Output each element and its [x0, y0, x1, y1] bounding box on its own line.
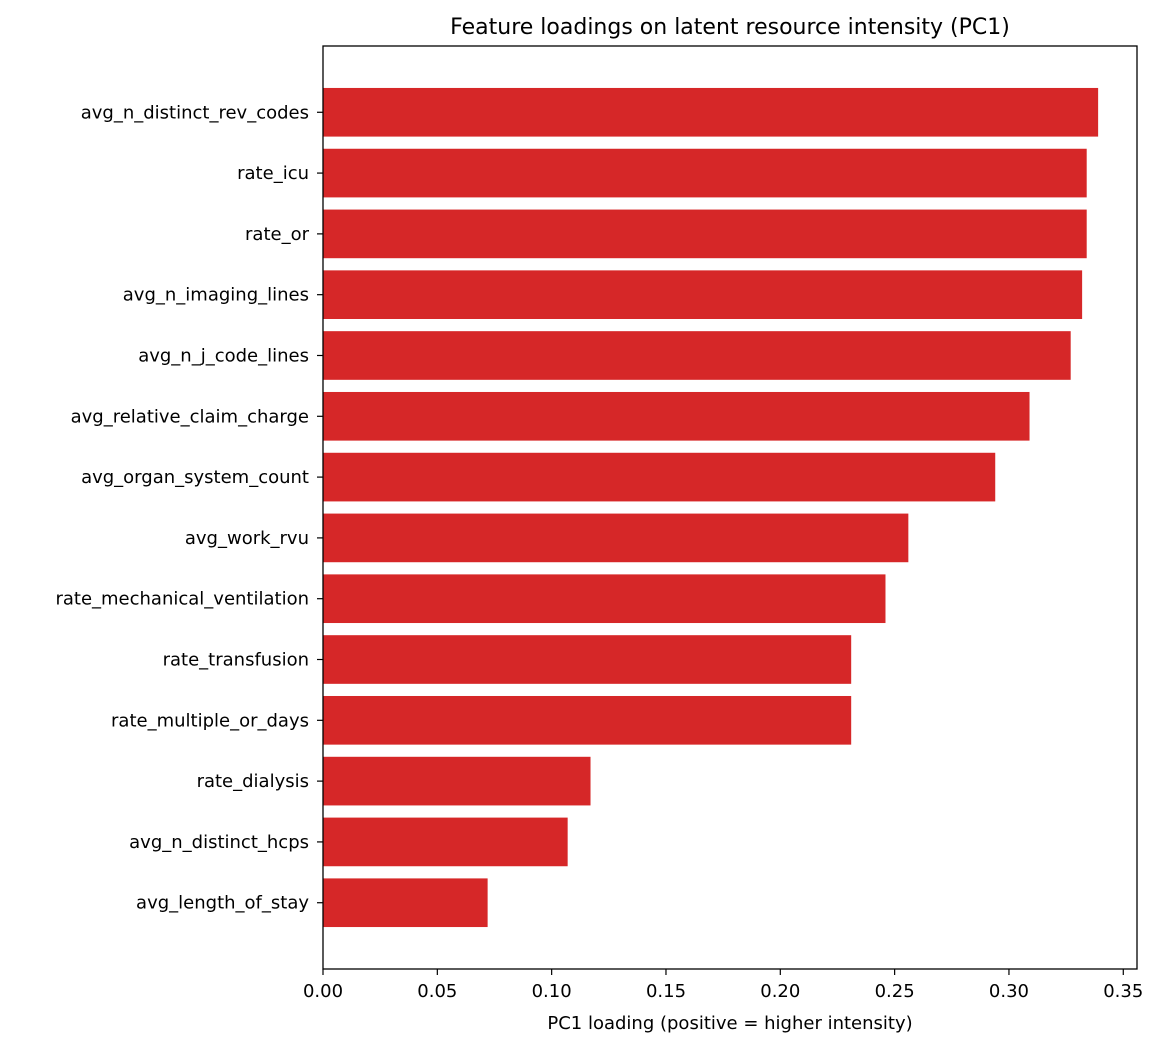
x-tick-label: 0.25	[875, 981, 915, 1002]
y-tick-label: rate_icu	[237, 163, 309, 184]
x-tick-label: 0.30	[989, 981, 1029, 1002]
x-tick-label: 0.05	[417, 981, 457, 1002]
bar	[323, 452, 996, 502]
y-tick-label: avg_length_of_stay	[136, 893, 309, 914]
x-tick-label: 0.00	[303, 981, 343, 1002]
chart-title: Feature loadings on latent resource inte…	[450, 15, 1010, 40]
y-tick-label: rate_dialysis	[197, 771, 309, 792]
y-tick-label: avg_n_j_code_lines	[138, 345, 309, 366]
bar	[323, 148, 1087, 198]
y-tick-label: avg_work_rvu	[185, 528, 309, 549]
bar	[323, 756, 591, 806]
bar	[323, 209, 1087, 259]
y-tick-label: rate_or	[245, 224, 310, 245]
y-tick-label: rate_multiple_or_days	[111, 710, 309, 731]
bar	[323, 87, 1099, 137]
x-tick-label: 0.10	[532, 981, 572, 1002]
bar	[323, 695, 852, 745]
bar	[323, 391, 1030, 441]
x-tick-label: 0.35	[1103, 981, 1143, 1002]
x-tick-label: 0.15	[646, 981, 686, 1002]
y-tick-label: rate_mechanical_ventilation	[55, 589, 309, 610]
y-tick-label: avg_relative_claim_charge	[71, 406, 309, 427]
bar	[323, 635, 852, 684]
y-tick-label: avg_n_distinct_rev_codes	[81, 102, 309, 123]
bar	[323, 270, 1083, 320]
y-tick-label: avg_n_distinct_hcps	[129, 832, 309, 853]
x-tick-label: 0.20	[760, 981, 800, 1002]
y-tick-label: avg_n_imaging_lines	[123, 285, 309, 306]
bar	[323, 574, 886, 624]
y-tick-label: rate_transfusion	[163, 650, 309, 671]
y-tick-label: avg_organ_system_count	[81, 467, 309, 488]
bar	[323, 513, 909, 563]
bar	[323, 817, 568, 867]
x-axis-label: PC1 loading (positive = higher intensity…	[547, 1013, 912, 1034]
bar	[323, 331, 1071, 380]
bar	[323, 878, 488, 928]
plot-frame	[322, 45, 1138, 970]
